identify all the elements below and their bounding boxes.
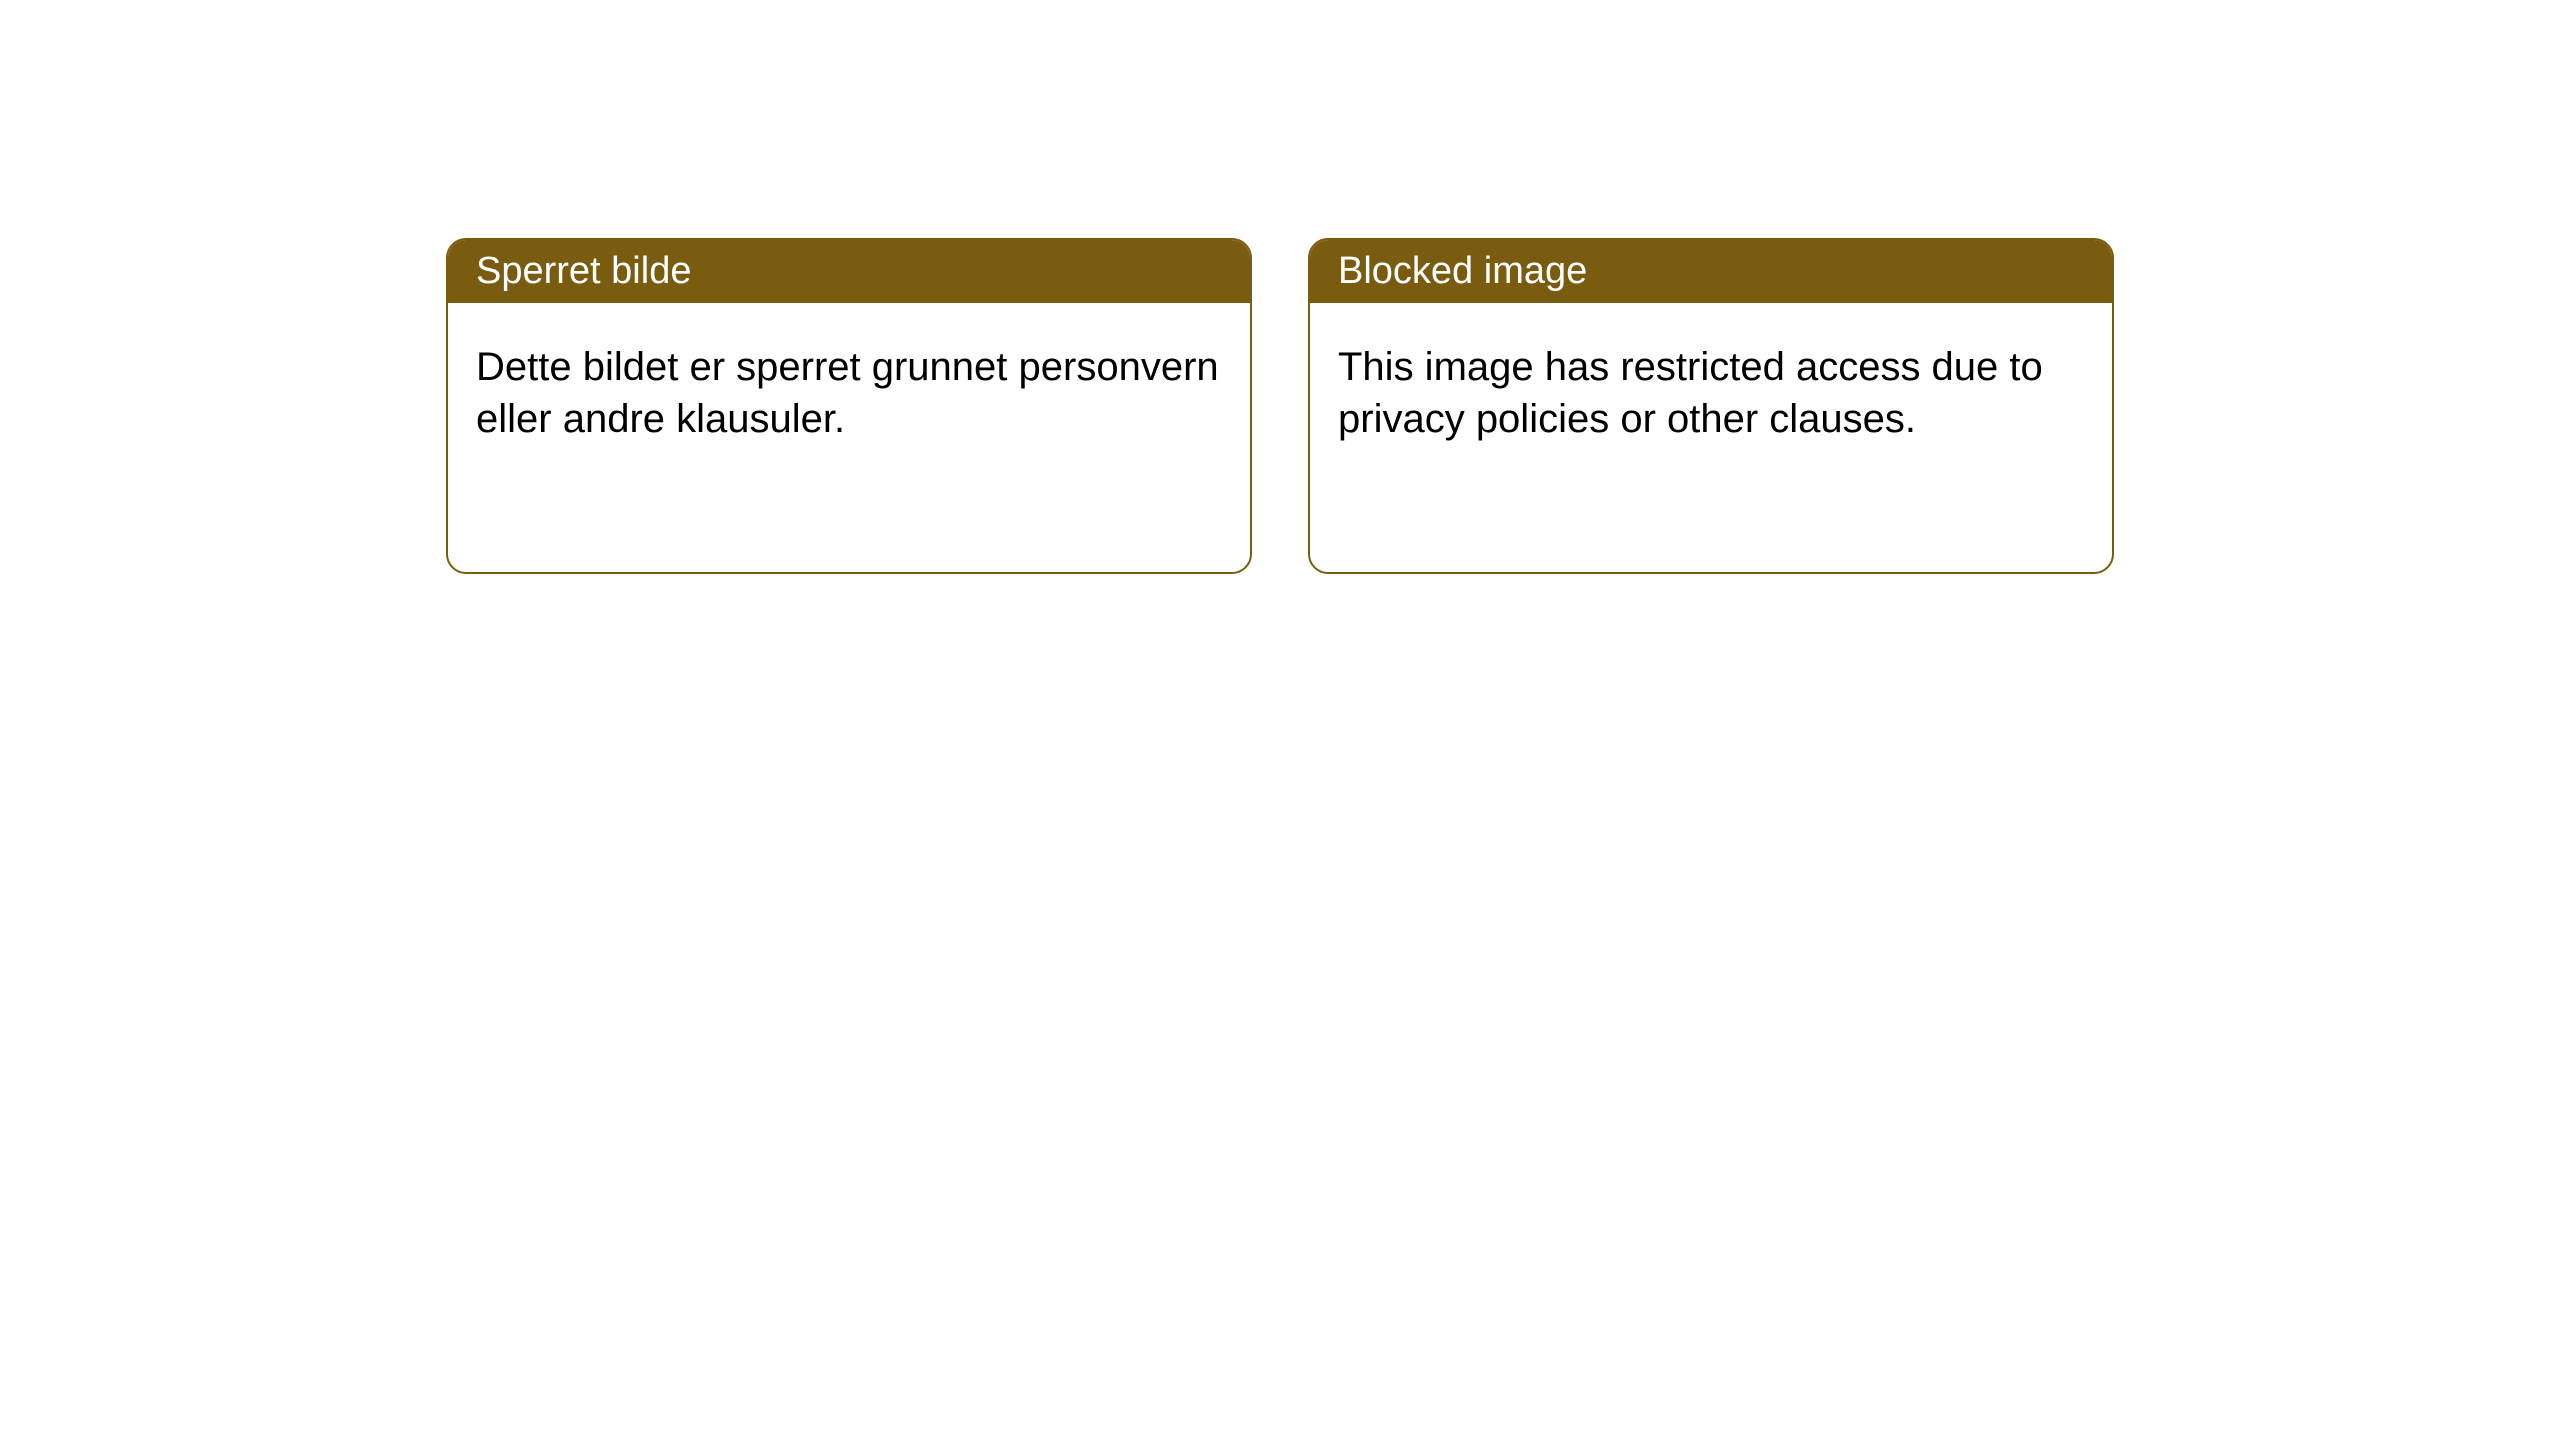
card-header: Blocked image: [1310, 240, 2112, 303]
card-body-text: Dette bildet er sperret grunnet personve…: [476, 345, 1219, 441]
card-title: Sperret bilde: [476, 250, 691, 292]
card-body: Dette bildet er sperret grunnet personve…: [448, 303, 1250, 483]
notice-card-english: Blocked image This image has restricted …: [1308, 238, 2114, 574]
notice-container: Sperret bilde Dette bildet er sperret gr…: [0, 0, 2560, 574]
card-title: Blocked image: [1338, 250, 1587, 292]
card-body: This image has restricted access due to …: [1310, 303, 2112, 483]
notice-card-norwegian: Sperret bilde Dette bildet er sperret gr…: [446, 238, 1252, 574]
card-header: Sperret bilde: [448, 240, 1250, 303]
card-body-text: This image has restricted access due to …: [1338, 345, 2043, 441]
